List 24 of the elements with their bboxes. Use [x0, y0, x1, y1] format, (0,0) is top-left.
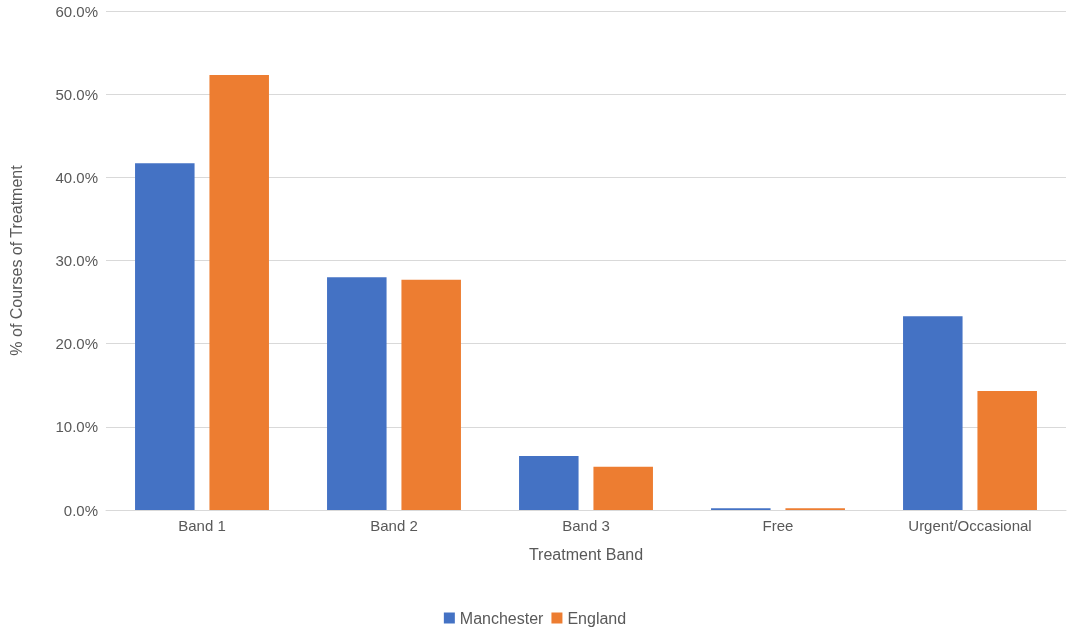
y-tick-label: 40.0% — [55, 168, 98, 186]
y-tick-label: 50.0% — [55, 85, 98, 103]
y-tick-label: 0.0% — [63, 501, 98, 519]
x-tick-label: Urgent/Occasional — [908, 517, 1032, 534]
bar — [135, 163, 195, 510]
bar — [327, 277, 387, 510]
bar — [593, 466, 653, 510]
legend-label: Manchester — [459, 609, 545, 627]
y-tick-label: 10.0% — [55, 418, 98, 436]
y-tick-label: 60.0% — [55, 2, 98, 20]
x-tick-label: Free — [762, 517, 794, 534]
bar — [903, 316, 963, 510]
y-tick-label: 20.0% — [55, 335, 98, 353]
y-tick-label: 30.0% — [55, 252, 98, 269]
x-tick-label: Band 3 — [562, 517, 610, 534]
x-tick-label: Band 1 — [178, 517, 226, 534]
y-axis-title: % of Courses of Treatment — [7, 164, 25, 356]
bar — [209, 75, 269, 510]
bar — [401, 279, 461, 510]
x-tick-label: Band 2 — [370, 517, 418, 534]
x-axis-title: Treatment Band — [528, 545, 644, 563]
bar — [977, 391, 1037, 510]
bar — [519, 455, 579, 510]
legend-label: England — [567, 609, 627, 627]
